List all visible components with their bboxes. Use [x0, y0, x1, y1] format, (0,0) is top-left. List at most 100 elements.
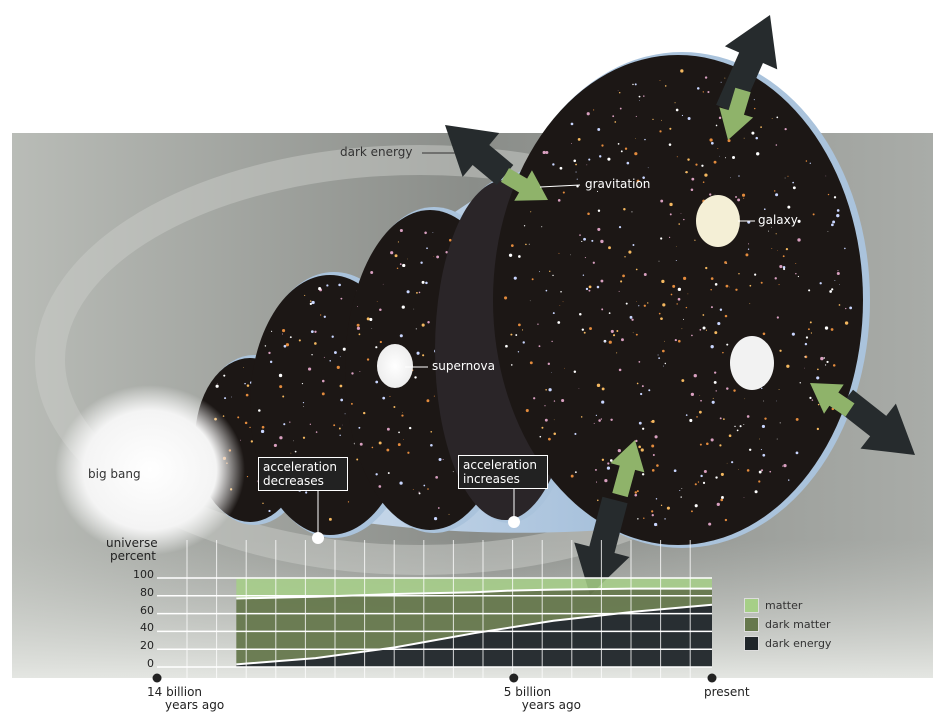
star: [626, 161, 630, 165]
star: [435, 475, 438, 479]
star: [553, 400, 556, 402]
star: [632, 83, 634, 86]
area-dark-energy: [236, 604, 712, 667]
star: [732, 155, 736, 159]
star: [743, 497, 745, 498]
star: [268, 509, 271, 513]
star: [423, 484, 426, 487]
star: [595, 481, 598, 483]
star: [776, 438, 778, 440]
star: [811, 399, 814, 401]
star: [782, 265, 786, 269]
star: [438, 458, 442, 462]
star: [642, 427, 645, 430]
star: [660, 317, 663, 321]
star: [783, 463, 787, 468]
dark-energy-arrow: [836, 389, 915, 455]
star: [264, 345, 267, 347]
star: [651, 419, 655, 423]
star: [574, 432, 577, 435]
galaxy-blob: [730, 336, 774, 390]
star: [735, 288, 738, 291]
star: [278, 373, 283, 378]
star: [302, 436, 306, 439]
star: [622, 274, 625, 278]
star: [738, 175, 740, 177]
star: [718, 116, 722, 120]
star: [674, 338, 677, 342]
star: [416, 351, 420, 355]
star: [660, 237, 663, 240]
star: [578, 388, 580, 390]
star: [390, 251, 394, 255]
star: [651, 469, 655, 472]
star: [751, 131, 755, 135]
star: [831, 223, 834, 227]
star: [795, 263, 797, 265]
star: [510, 364, 513, 366]
star: [694, 504, 698, 508]
star: [759, 438, 760, 440]
star: [430, 443, 433, 447]
star: [601, 387, 605, 391]
star: [604, 340, 606, 343]
star: [758, 470, 762, 474]
star: [722, 351, 724, 354]
star: [754, 273, 757, 276]
star: [825, 175, 827, 177]
star: [672, 284, 676, 288]
star: [315, 431, 318, 433]
boundary-line: [236, 603, 713, 666]
star: [653, 522, 658, 527]
star: [612, 334, 616, 337]
star: [643, 304, 646, 307]
star: [690, 392, 695, 396]
acceleration-decreases-box: acceleration decreases: [258, 457, 348, 491]
star: [763, 400, 765, 402]
star: [776, 316, 779, 319]
star: [745, 253, 749, 257]
star: [695, 163, 698, 166]
star: [445, 251, 448, 254]
star: [596, 285, 600, 289]
star: [340, 297, 343, 300]
star: [418, 291, 421, 294]
star: [638, 421, 642, 425]
star: [687, 117, 691, 121]
star: [849, 306, 853, 310]
star: [508, 253, 513, 257]
star: [595, 414, 598, 417]
star: [838, 304, 841, 306]
star: [734, 425, 736, 428]
legend-swatch: [744, 598, 759, 613]
star: [715, 476, 718, 479]
star: [309, 302, 312, 306]
star: [298, 339, 301, 342]
star: [375, 380, 379, 384]
star: [518, 323, 521, 327]
star: [830, 328, 834, 331]
star: [249, 426, 251, 429]
star: [427, 488, 429, 490]
star: [805, 336, 809, 339]
star: [661, 119, 662, 121]
star: [579, 312, 582, 316]
star: [618, 368, 622, 372]
star: [386, 427, 390, 431]
star: [579, 234, 581, 236]
star: [245, 393, 249, 397]
composition-chart: [152, 540, 717, 683]
star: [691, 177, 695, 181]
star: [809, 321, 812, 324]
star: [680, 212, 682, 214]
star: [370, 271, 374, 274]
star: [302, 402, 305, 404]
star: [552, 274, 554, 277]
star: [310, 330, 314, 334]
star: [521, 329, 524, 331]
star: [397, 443, 401, 446]
star: [710, 306, 713, 309]
star: [764, 417, 767, 420]
star: [570, 474, 574, 478]
y-tick-label: 20: [140, 639, 154, 653]
